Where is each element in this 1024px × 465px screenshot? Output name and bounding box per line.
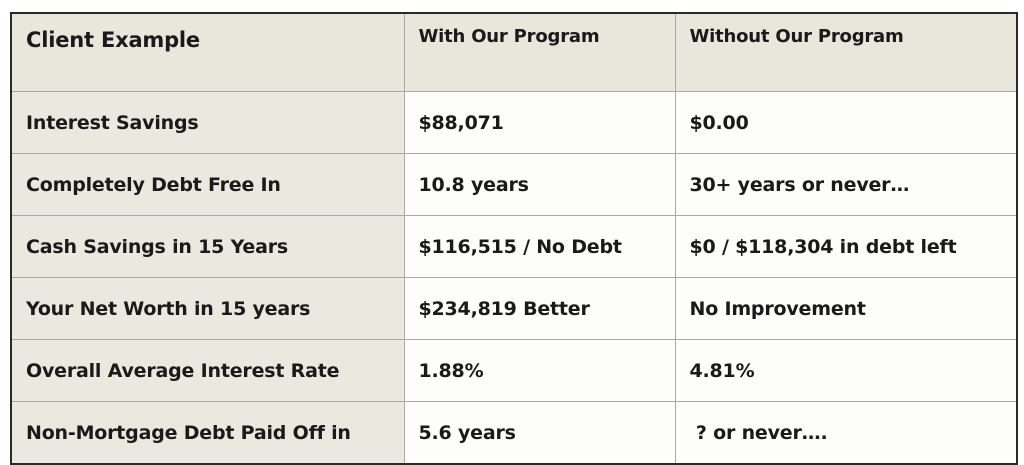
with-program-value: 10.8 years: [404, 153, 676, 216]
table-row: Overall Average Interest Rate 1.88% 4.81…: [11, 339, 1017, 402]
table-row: Your Net Worth in 15 years $234,819 Bett…: [11, 277, 1017, 340]
without-program-value: 30+ years or never…: [675, 153, 1017, 216]
header-client-example: Client Example: [11, 13, 405, 92]
with-program-value: $88,071: [404, 91, 676, 154]
with-program-value: $116,515 / No Debt: [404, 215, 676, 278]
with-program-value: 5.6 years: [404, 401, 676, 464]
header-without-program: Without Our Program: [675, 13, 1017, 92]
table-header-row: Client Example With Our Program Without …: [11, 13, 1017, 92]
without-program-value: ? or never….: [675, 401, 1017, 464]
row-label: Your Net Worth in 15 years: [11, 277, 405, 340]
table-row: Cash Savings in 15 Years $116,515 / No D…: [11, 215, 1017, 278]
table-row: Interest Savings $88,071 $0.00: [11, 91, 1017, 154]
table-row: Non-Mortgage Debt Paid Off in 5.6 years …: [11, 401, 1017, 464]
row-label: Completely Debt Free In: [11, 153, 405, 216]
header-with-program: With Our Program: [404, 13, 676, 92]
table-row: Completely Debt Free In 10.8 years 30+ y…: [11, 153, 1017, 216]
without-program-value: $0.00: [675, 91, 1017, 154]
without-program-value: 4.81%: [675, 339, 1017, 402]
row-label: Interest Savings: [11, 91, 405, 154]
without-program-value: $0 / $118,304 in debt left: [675, 215, 1017, 278]
row-label: Cash Savings in 15 Years: [11, 215, 405, 278]
row-label: Non-Mortgage Debt Paid Off in: [11, 401, 405, 464]
comparison-table-frame: Client Example With Our Program Without …: [10, 12, 1018, 465]
with-program-value: $234,819 Better: [404, 277, 676, 340]
with-program-value: 1.88%: [404, 339, 676, 402]
without-program-value: No Improvement: [675, 277, 1017, 340]
comparison-table: Client Example With Our Program Without …: [10, 12, 1018, 465]
row-label: Overall Average Interest Rate: [11, 339, 405, 402]
